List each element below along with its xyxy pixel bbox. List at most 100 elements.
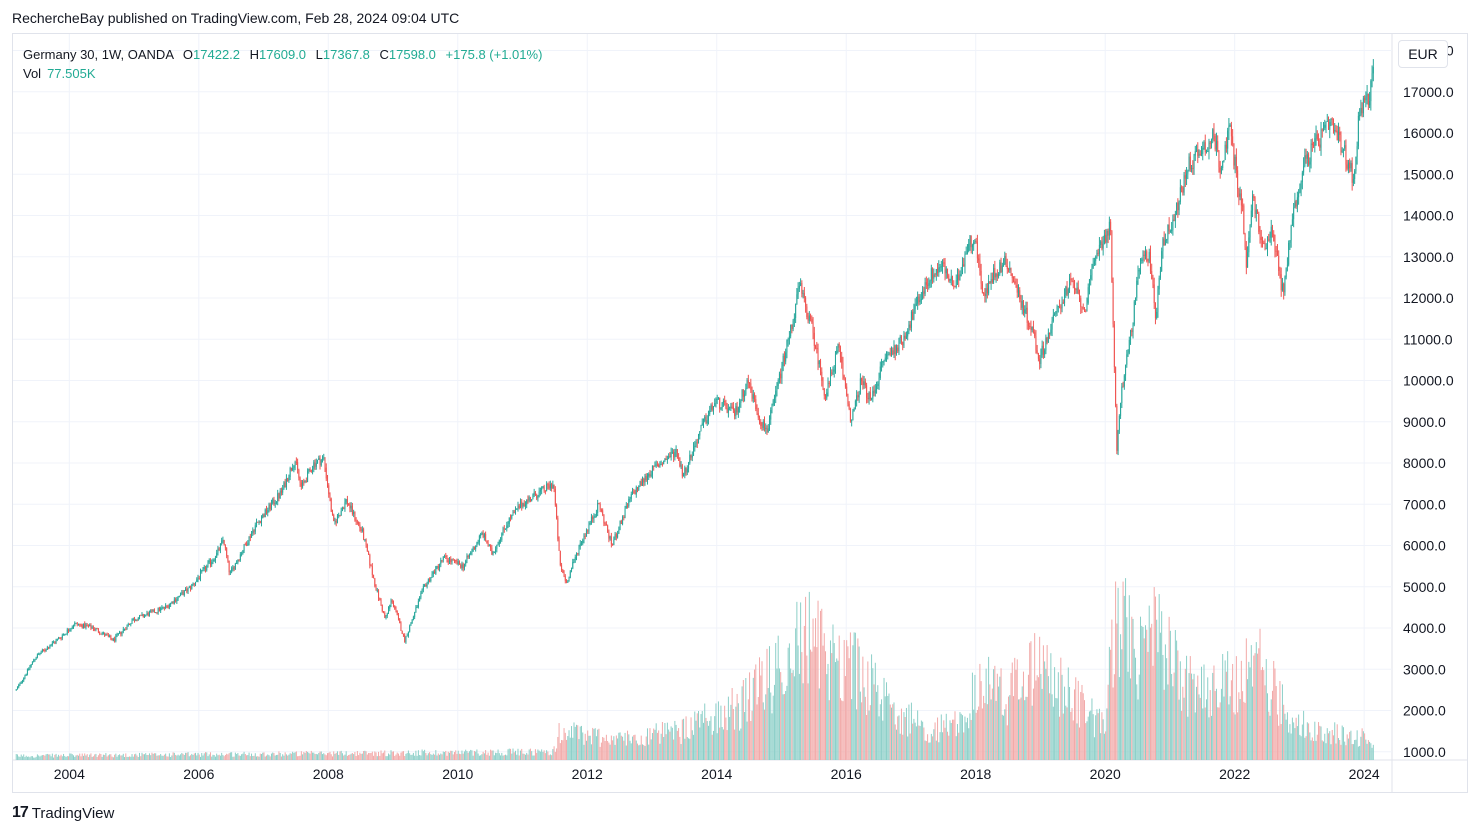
volume-bar: [929, 742, 931, 760]
volume-bar: [841, 700, 843, 760]
candle-body: [450, 559, 452, 562]
volume-bar: [1015, 669, 1017, 760]
candle-body: [999, 262, 1001, 275]
volume-bar: [263, 752, 265, 760]
volume-bar: [1158, 594, 1160, 760]
candle-body: [829, 372, 831, 384]
volume-bar: [994, 665, 996, 760]
candle-body: [766, 427, 768, 433]
candle-body: [756, 409, 758, 414]
currency-button[interactable]: EUR: [1398, 40, 1448, 68]
candle-body: [546, 483, 548, 491]
volume-bar: [629, 740, 631, 760]
volume-bar: [1250, 645, 1252, 760]
candle-body: [1281, 283, 1283, 291]
candle-body: [94, 629, 96, 631]
volume-bar: [500, 755, 502, 760]
volume-label[interactable]: Vol: [23, 66, 42, 81]
candle-body: [502, 528, 504, 534]
candle-body: [618, 529, 620, 534]
volume-bar: [384, 750, 386, 760]
candle-body: [1086, 302, 1088, 312]
volume-bar: [190, 755, 192, 760]
volume-bar: [294, 752, 296, 760]
volume-bar: [1164, 644, 1166, 760]
volume-bar: [69, 753, 71, 760]
candle-body: [112, 638, 114, 641]
volume-bar: [379, 755, 381, 760]
volume-bar: [607, 741, 609, 760]
volume-bar: [297, 756, 299, 760]
candle-body: [1174, 214, 1176, 221]
candle-body: [604, 523, 606, 525]
candle-body: [320, 460, 322, 466]
candle-body: [345, 499, 347, 503]
volume-bar: [1344, 741, 1346, 760]
volume-bar: [1131, 616, 1133, 760]
candle-body: [49, 646, 51, 649]
volume-bar: [262, 752, 264, 760]
volume-bar: [537, 749, 539, 760]
candle-body: [99, 632, 101, 634]
volume-bar: [1275, 686, 1277, 760]
candle-body: [818, 360, 820, 365]
candle-body: [1235, 156, 1237, 171]
volume-bar: [1265, 659, 1267, 760]
volume-bar: [1309, 732, 1311, 760]
volume-bar: [764, 709, 766, 760]
candle-body: [359, 524, 361, 528]
candle-body: [805, 297, 807, 307]
volume-bar: [1069, 686, 1071, 760]
volume-bar: [298, 756, 300, 760]
volume-bar: [208, 754, 210, 760]
y-tick-label: 7000.0: [1403, 496, 1446, 512]
symbol-title[interactable]: Germany 30, 1W, OANDA: [23, 47, 174, 62]
candle-body: [196, 579, 198, 583]
volume-bar: [1209, 690, 1211, 760]
candle-body: [666, 458, 668, 461]
candle-body: [349, 504, 351, 509]
volume-bar: [1138, 674, 1140, 760]
candle-body: [1365, 96, 1367, 101]
volume-bar: [1178, 699, 1180, 760]
candle-body: [15, 689, 17, 691]
candle-body: [522, 503, 524, 507]
candle-body: [1215, 141, 1217, 150]
volume-bar: [270, 753, 272, 760]
volume-bar: [551, 755, 553, 760]
y-tick-label: 11000.0: [1403, 331, 1453, 347]
volume-bar: [751, 710, 753, 760]
volume-bar: [1360, 736, 1362, 760]
candle-body: [1030, 326, 1032, 331]
candle-body: [252, 530, 254, 534]
candle-body: [1082, 307, 1084, 309]
volume-bar: [1296, 726, 1298, 760]
footer-brand[interactable]: 17 TradingView: [12, 804, 114, 822]
candle-body: [63, 634, 65, 636]
volume-bar: [922, 721, 924, 760]
candle-body: [937, 269, 939, 273]
candle-body: [202, 569, 204, 571]
candle-body: [318, 457, 320, 460]
candle-body: [227, 555, 229, 561]
volume-bar: [341, 753, 343, 760]
volume-bar: [756, 704, 758, 760]
candle-body: [788, 336, 790, 340]
volume-bar: [1362, 731, 1364, 760]
volume-bar: [973, 709, 975, 760]
volume-bar: [536, 752, 538, 760]
volume-bar: [233, 756, 235, 760]
candle-body: [612, 544, 614, 546]
candle-body: [1201, 153, 1203, 156]
candle-body: [340, 511, 342, 516]
volume-bar: [894, 724, 896, 760]
candle-body: [1266, 239, 1268, 249]
candle-body: [598, 502, 600, 505]
volume-bar: [1154, 596, 1156, 760]
candle-body: [1152, 279, 1154, 285]
volume-bar: [552, 749, 554, 760]
volume-bar: [1016, 659, 1018, 760]
candle-body: [324, 457, 326, 468]
candle-body: [622, 517, 624, 524]
